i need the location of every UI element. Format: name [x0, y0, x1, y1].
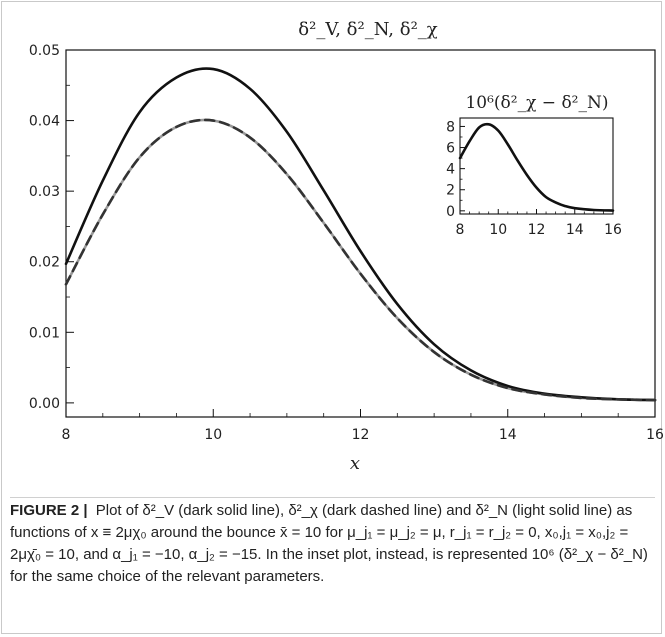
caption-label: FIGURE 2 [10, 502, 80, 519]
main-x-tick-label: 8 [62, 427, 71, 443]
inset-background [425, 88, 647, 243]
main-y-tick-label: 0.00 [29, 396, 60, 412]
x-axis-label: x [350, 453, 360, 474]
main-title: δ²_V, δ²_N, δ²_χ [298, 19, 437, 40]
inset-series-line-0 [458, 122, 615, 212]
main-x-tick-label: 12 [352, 427, 370, 443]
main-series-line-1 [64, 118, 657, 402]
main-y-tick-label: 0.01 [29, 325, 60, 341]
main-y-tick-label: 0.04 [29, 114, 60, 130]
inset-x-tick-label: 8 [456, 222, 465, 238]
main-x-tick-label: 16 [646, 427, 664, 443]
figure-chart: δ²_V, δ²_N, δ²_χ 8 10 12 14 16 0.00 0.01 0.02 0.… [29, 19, 664, 474]
caption-text: Plot of δ²_V (dark solid line), δ²_χ (da… [10, 502, 648, 585]
inset-y-tick-label: 8 [446, 119, 455, 135]
inset-title: 10⁶(δ²_χ − δ²_N) [465, 93, 608, 113]
inset-x-tick-label: 14 [566, 222, 584, 238]
main-axes-ticks: 8 10 12 14 16 0.00 0.01 0.02 0.03 0.04 0.05 [29, 43, 664, 443]
caption-separator: | [83, 502, 88, 519]
inset-y-tick-label: 4 [446, 162, 455, 178]
inset-axes-ticks: 8 10 12 14 16 0 2 4 6 8 [446, 119, 622, 238]
inset-y-tick-label: 2 [446, 183, 455, 199]
main-series [64, 67, 657, 402]
figure-caption: FIGURE 2 | Plot of δ²_V (dark solid line… [10, 500, 650, 588]
main-x-tick-label: 14 [499, 427, 517, 443]
main-y-tick-label: 0.05 [29, 43, 60, 59]
main-y-tick-label: 0.03 [29, 184, 60, 200]
caption-divider [10, 497, 655, 498]
inset-x-tick-label: 16 [604, 222, 622, 238]
inset-y-tick-label: 0 [446, 204, 455, 220]
inset-series [458, 122, 615, 212]
inset-x-tick-label: 10 [489, 222, 507, 238]
main-y-tick-label: 0.02 [29, 255, 60, 271]
inset-x-tick-label: 12 [528, 222, 546, 238]
inset-y-tick-label: 6 [446, 141, 455, 157]
main-x-tick-label: 10 [204, 427, 222, 443]
